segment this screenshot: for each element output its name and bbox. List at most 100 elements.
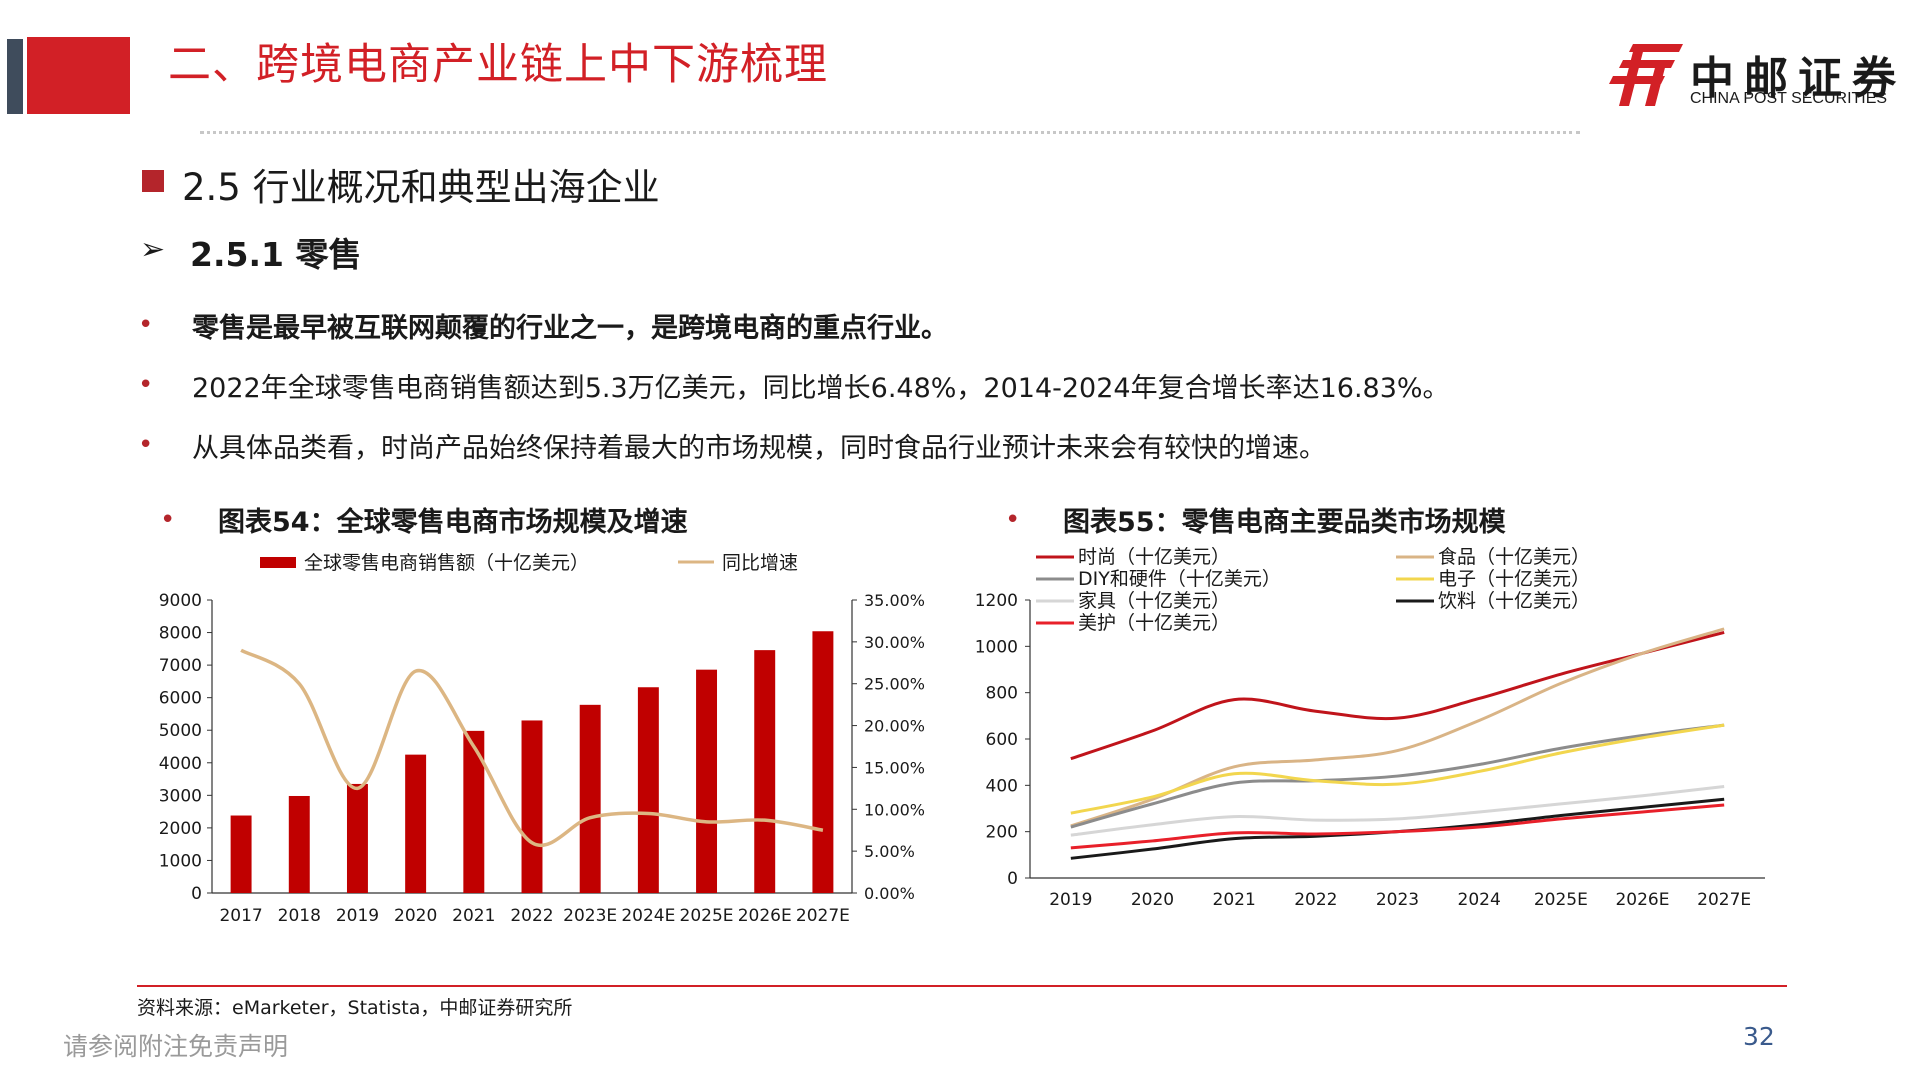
y-tick-label-left: 7000 <box>159 656 202 676</box>
series-line-0 <box>1070 630 1725 761</box>
legend-swatch-bar <box>260 557 296 568</box>
x-tick-label: 2023E <box>563 906 617 926</box>
legend-label: 家具（十亿美元） <box>1078 590 1230 612</box>
bar-2026E <box>754 650 776 893</box>
bar-2019 <box>346 783 368 893</box>
source-note: 资料来源：eMarketer，Statista，中邮证券研究所 <box>137 997 573 1019</box>
y-tick-label-right: 25.00% <box>864 675 925 694</box>
bar-2027E <box>812 631 834 893</box>
x-tick-label: 2021 <box>1213 890 1256 910</box>
bullet-3: 从具体品类看，时尚产品始终保持着最大的市场规模，同时食品行业预计未来会有较快的增… <box>192 433 1326 464</box>
disclaimer: 请参阅附注免责声明 <box>63 1032 289 1061</box>
header-red-block <box>27 37 130 114</box>
x-tick-label: 2023 <box>1376 890 1419 910</box>
x-tick-label: 2024 <box>1458 890 1501 910</box>
x-tick-label: 2019 <box>1049 890 1092 910</box>
y-tick-label-left: 1000 <box>159 851 202 871</box>
y-tick-label-left: 8000 <box>159 624 202 644</box>
bar-2017 <box>230 815 252 893</box>
x-tick-label: 2021 <box>452 906 495 926</box>
legend-label: 同比增速 <box>722 552 798 574</box>
x-tick-label: 2027E <box>1697 890 1751 910</box>
x-tick-label: 2025E <box>680 906 734 926</box>
bullet-dot-icon: • <box>138 310 154 340</box>
section-title: 2.5 行业概况和典型出海企业 <box>182 166 660 209</box>
y-tick-label-right: 20.00% <box>864 717 925 736</box>
bar-2023E <box>579 704 601 893</box>
y-tick-label: 600 <box>986 730 1018 750</box>
y-tick-label-right: 35.00% <box>864 591 925 610</box>
y-tick-label: 1000 <box>975 637 1018 657</box>
subsection-title: 2.5.1 零售 <box>190 235 362 274</box>
bullet-dot-icon: • <box>138 430 154 460</box>
y-tick-label: 400 <box>986 776 1018 796</box>
y-tick-label-left: 4000 <box>159 754 202 774</box>
bullet-2: 2022年全球零售电商销售额达到5.3万亿美元，同比增长6.48%，2014-2… <box>192 373 1450 404</box>
x-tick-label: 2018 <box>278 906 321 926</box>
legend-label: 饮料（十亿美元） <box>1438 590 1590 612</box>
y-tick-label-right: 5.00% <box>864 842 915 861</box>
header-dark-block <box>7 39 23 114</box>
y-tick-label-right: 30.00% <box>864 633 925 652</box>
x-tick-label: 2026E <box>738 906 792 926</box>
section-square-icon <box>142 170 164 192</box>
bullet-dot-icon: • <box>138 370 154 400</box>
legend-label: 时尚（十亿美元） <box>1078 546 1230 568</box>
bullet-dot-icon: • <box>1005 505 1021 535</box>
x-tick-label: 2020 <box>1131 890 1174 910</box>
bullet-dot-icon: • <box>160 505 176 535</box>
bullet-1: 零售是最早被互联网颠覆的行业之一，是跨境电商的重点行业。 <box>192 313 948 344</box>
y-tick-label: 200 <box>986 823 1018 843</box>
x-tick-label: 2022 <box>510 906 553 926</box>
x-tick-label: 2017 <box>219 906 262 926</box>
series-line-5 <box>1070 797 1725 860</box>
bar-2018 <box>288 795 310 893</box>
legend-label: 美护（十亿美元） <box>1078 612 1230 634</box>
y-tick-label: 1200 <box>975 591 1018 611</box>
y-tick-label-left: 3000 <box>159 786 202 806</box>
x-tick-label: 2027E <box>796 906 850 926</box>
bar-2022 <box>521 720 543 893</box>
page-title: 二、跨境电商产业链上中下游梳理 <box>168 40 828 90</box>
bar-2024E <box>637 687 659 893</box>
legend-label: DIY和硬件（十亿美元） <box>1078 568 1281 590</box>
x-tick-label: 2024E <box>621 906 675 926</box>
series-line-yoy-growth <box>240 648 824 847</box>
y-tick-label-right: 0.00% <box>864 884 915 903</box>
legend-label: 电子（十亿美元） <box>1438 568 1590 590</box>
x-tick-label: 2025E <box>1534 890 1588 910</box>
y-tick-label: 800 <box>986 684 1018 704</box>
y-tick-label-right: 15.00% <box>864 758 925 777</box>
source-divider <box>137 985 1787 987</box>
x-tick-label: 2022 <box>1294 890 1337 910</box>
figure54-title: 图表54：全球零售电商市场规模及增速 <box>218 507 688 538</box>
y-tick-label-left: 0 <box>191 884 202 904</box>
y-tick-label-right: 10.00% <box>864 800 925 819</box>
bar-2021 <box>463 730 485 893</box>
series-line-6 <box>1070 803 1725 850</box>
page-number: 32 <box>1743 1022 1775 1051</box>
chart-retail-ecommerce-size: 全球零售电商销售额（十亿美元） 同比增速 0 1000 2000 3000 4000 5000… <box>159 552 925 926</box>
y-tick-label-left: 2000 <box>159 819 202 839</box>
x-tick-label: 2019 <box>336 906 379 926</box>
china-post-logo-icon <box>1609 44 1683 106</box>
series-line-4 <box>1070 785 1725 837</box>
legend-label: 全球零售电商销售额（十亿美元） <box>304 552 589 574</box>
logo-text-en: CHINA POST SECURITIES <box>1690 90 1888 107</box>
series-line-3 <box>1070 723 1725 815</box>
x-tick-label: 2020 <box>394 906 437 926</box>
y-tick-label-left: 9000 <box>159 591 202 611</box>
legend-label: 食品（十亿美元） <box>1438 546 1590 568</box>
figure55-title: 图表55：零售电商主要品类市场规模 <box>1063 507 1506 538</box>
chart-category-market-size: 时尚（十亿美元） 食品（十亿美元） DIY和硬件（十亿美元） 电子（十亿美元） 家具（十… <box>975 546 1765 910</box>
arrow-bullet-icon: ➢ <box>140 232 166 267</box>
logo-text-cn: 中邮证券 <box>1690 53 1906 104</box>
series-line-2 <box>1070 723 1725 829</box>
bar-2025E <box>696 669 718 893</box>
header-divider <box>200 131 1580 134</box>
y-tick-label: 0 <box>1007 869 1018 889</box>
x-tick-label: 2026E <box>1615 890 1669 910</box>
y-tick-label-left: 5000 <box>159 721 202 741</box>
bar-2020 <box>405 754 427 893</box>
y-tick-label-left: 6000 <box>159 689 202 709</box>
